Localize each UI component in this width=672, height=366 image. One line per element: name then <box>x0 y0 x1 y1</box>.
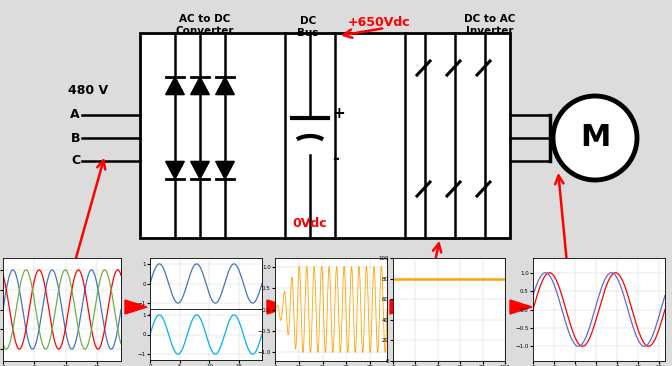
Polygon shape <box>125 300 147 314</box>
Polygon shape <box>191 77 210 94</box>
Polygon shape <box>191 161 210 179</box>
Polygon shape <box>216 161 235 179</box>
Text: AC to DC
Converter: AC to DC Converter <box>176 14 235 36</box>
Text: M: M <box>580 123 610 153</box>
Text: 480 V: 480 V <box>68 83 108 97</box>
Polygon shape <box>510 300 532 314</box>
Text: 0Vdc: 0Vdc <box>293 217 327 230</box>
Circle shape <box>553 96 637 180</box>
Polygon shape <box>216 77 235 94</box>
Bar <box>140 33 510 238</box>
Text: -: - <box>332 150 339 168</box>
Text: DC
Bus: DC Bus <box>297 16 319 38</box>
Text: A: A <box>71 108 80 122</box>
Text: B: B <box>71 131 80 145</box>
Text: +: + <box>332 107 345 122</box>
Polygon shape <box>267 300 289 314</box>
Polygon shape <box>390 300 412 314</box>
Text: C: C <box>71 154 80 168</box>
Polygon shape <box>166 77 184 94</box>
Text: DC to AC
Inverter: DC to AC Inverter <box>464 14 515 36</box>
Text: +650Vdc: +650Vdc <box>348 16 411 29</box>
Polygon shape <box>166 161 184 179</box>
